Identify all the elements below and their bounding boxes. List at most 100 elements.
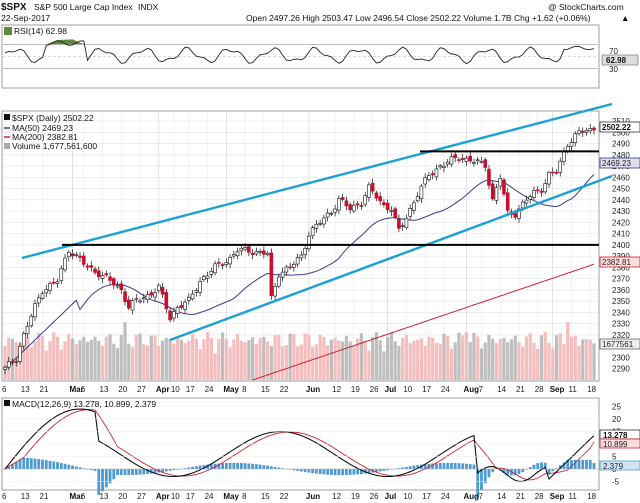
volume-bar xyxy=(175,336,180,380)
macd-histogram-bar xyxy=(367,469,371,474)
volume-bar xyxy=(483,342,487,380)
volume-bar xyxy=(479,348,484,380)
candle-up xyxy=(66,251,71,258)
macd-histogram-bar xyxy=(194,466,198,469)
candle-down xyxy=(220,264,225,267)
volume-bar xyxy=(303,333,307,380)
macd-histogram-bar xyxy=(487,469,491,478)
price-tick-label: 2460 xyxy=(612,173,630,182)
volume-bar xyxy=(468,341,472,380)
candle-up xyxy=(532,190,536,198)
volume-bar xyxy=(378,340,382,380)
date-tick-label: 14 xyxy=(497,385,506,394)
candle-down xyxy=(382,202,386,206)
macd-histogram-bar xyxy=(562,462,566,469)
macd-histogram-bar xyxy=(318,469,322,475)
candle-up xyxy=(138,300,142,303)
date-tick-label: 6 xyxy=(2,492,7,501)
volume-bar xyxy=(427,336,431,380)
candle-up xyxy=(232,254,236,257)
volume-bar xyxy=(389,332,394,380)
date-tick-label: 10 xyxy=(403,385,412,394)
candle-down xyxy=(10,361,15,364)
hist-value-text: 2.379 xyxy=(603,462,624,471)
macd-histogram-bar xyxy=(348,469,352,475)
upper-channel-line xyxy=(21,102,613,260)
chart-date: 22-Sep-2017 xyxy=(1,13,50,23)
date-tick-label: 10 xyxy=(171,492,180,501)
volume-bar xyxy=(367,350,371,380)
macd-histogram-bar xyxy=(543,462,547,469)
volume-bar xyxy=(333,337,337,380)
date-tick-label: 6 xyxy=(81,385,86,394)
date-tick-label: Sep xyxy=(550,492,565,501)
macd-histogram-bar xyxy=(566,459,570,469)
macd-histogram-bar xyxy=(540,462,543,469)
macd-histogram-bar xyxy=(423,464,427,469)
price-panel: 2510250024902480247024602450244024302420… xyxy=(1,102,640,382)
candle-up xyxy=(194,290,199,293)
macd-histogram-bar xyxy=(416,465,420,469)
volume-bar xyxy=(562,343,566,380)
volume-bar xyxy=(513,335,517,380)
candle-up xyxy=(427,175,431,180)
candle-up xyxy=(524,199,529,204)
date-tick-label: 13 xyxy=(100,385,109,394)
price-tick-label: 2350 xyxy=(612,297,630,306)
volume-bar xyxy=(393,341,397,380)
lower-channel-line xyxy=(169,174,613,342)
macd-histogram-bar xyxy=(333,469,337,476)
macd-histogram-bar xyxy=(37,459,41,469)
price-tick-label: 2480 xyxy=(612,151,630,160)
macd-histogram-bar xyxy=(172,469,176,471)
candle-up xyxy=(419,185,424,199)
price-tick-label: 2370 xyxy=(612,275,630,284)
volume-bar xyxy=(498,339,502,380)
macd-histogram-bar xyxy=(29,458,33,469)
candle-up xyxy=(337,198,341,211)
candle-up xyxy=(307,235,311,250)
macd-histogram-bar xyxy=(247,463,251,469)
candle-down xyxy=(487,168,491,186)
macd-histogram-bar xyxy=(453,463,457,469)
candle-up xyxy=(547,172,551,185)
volume-bar xyxy=(55,336,60,380)
volume-bar xyxy=(123,322,127,380)
macd-histogram-bar xyxy=(577,459,581,469)
volume-bar xyxy=(528,333,532,380)
macd-histogram-bar xyxy=(344,469,348,476)
macd-histogram-bar xyxy=(570,459,573,469)
candle-up xyxy=(400,225,405,227)
candle-up xyxy=(284,266,289,273)
price-tick-label: 2340 xyxy=(612,308,630,317)
candle-down xyxy=(483,159,488,168)
candlesticks xyxy=(3,124,596,374)
macd-histogram-bar xyxy=(134,469,138,475)
date-tick-label: 24 xyxy=(205,492,214,501)
volume-bar xyxy=(453,342,457,380)
candle-up xyxy=(498,178,503,187)
candle-up xyxy=(235,251,240,257)
candle-up xyxy=(142,297,146,300)
macd-histogram-bar xyxy=(427,463,431,469)
date-tick-label: Jul xyxy=(385,385,397,394)
macd-histogram-bar xyxy=(457,463,461,469)
date-tick-label: Aug xyxy=(463,385,479,394)
candle-up xyxy=(183,301,187,310)
candle-up xyxy=(224,262,229,265)
volume-bar xyxy=(307,334,311,380)
volume-bar xyxy=(258,338,262,380)
date-tick-label: Jun xyxy=(306,385,320,394)
macd-histogram-bar xyxy=(510,469,513,476)
candle-up xyxy=(442,165,446,168)
candle-up xyxy=(202,276,206,281)
macd-histogram-bar xyxy=(314,469,318,474)
candle-down xyxy=(457,159,461,161)
macd-histogram-bar xyxy=(461,463,465,469)
volume-bar xyxy=(551,348,555,380)
candle-up xyxy=(479,161,484,163)
candle-down xyxy=(393,208,397,218)
candle-up xyxy=(438,165,442,168)
macd-histogram-bar xyxy=(296,469,300,471)
